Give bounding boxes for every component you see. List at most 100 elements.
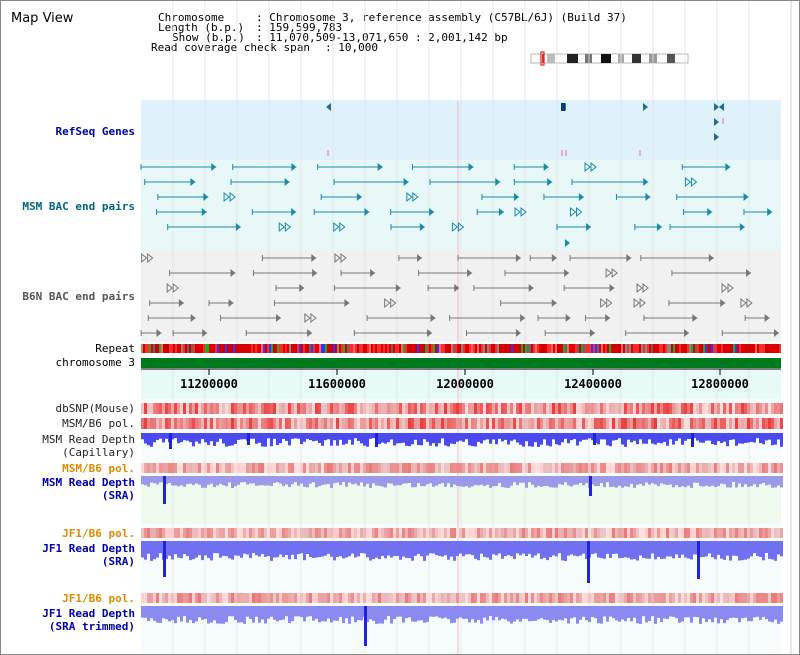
polymorphism-cell: [750, 418, 753, 429]
polymorphism-cell: [540, 463, 543, 473]
read-depth-bar: [453, 476, 456, 485]
repeat-segment: [585, 344, 587, 353]
polymorphism-cell: [483, 593, 486, 603]
read-depth-bar: [540, 476, 543, 487]
jf1-read-depth-sra-label[interactable]: JF1 Read Depth: [42, 542, 135, 555]
polymorphism-cell: [288, 528, 291, 538]
msm-bac-label[interactable]: MSM BAC end pairs: [22, 200, 135, 213]
read-depth-bar: [147, 476, 150, 487]
read-depth-bar: [564, 606, 567, 619]
read-depth-bar: [309, 606, 312, 617]
polymorphism-cell: [378, 463, 381, 473]
repeat-segment: [479, 344, 481, 353]
polymorphism-cell: [669, 463, 672, 473]
repeat-segment: [549, 344, 551, 353]
read-depth-bar: [216, 541, 219, 554]
polymorphism-cell: [381, 418, 384, 429]
polymorphism-cell: [675, 418, 678, 429]
polymorphism-cell: [642, 593, 645, 603]
refseq-genes-label[interactable]: RefSeq Genes: [55, 125, 135, 138]
repeat-segment: [509, 344, 511, 353]
bac-end-mark: [725, 163, 731, 171]
polymorphism-cell: [588, 418, 591, 429]
polymorphism-cell: [660, 403, 663, 414]
polymorphism-cell: [678, 418, 681, 429]
msm-b6-pol-label-1[interactable]: MSM/B6 pol.: [62, 417, 135, 430]
bac-end-mark: [633, 297, 640, 309]
dbsnp-label[interactable]: dbSNP(Mouse): [55, 402, 135, 415]
polymorphism-cell: [597, 418, 600, 429]
read-depth-bar: [423, 433, 426, 440]
polymorphism-cell: [231, 403, 234, 414]
msm-read-depth-sra-sub: (SRA): [101, 489, 135, 502]
polymorphism-cell: [780, 528, 783, 538]
polymorphism-cell: [351, 403, 354, 414]
repeat-segment: [483, 344, 485, 353]
polymorphism-cell: [384, 593, 387, 603]
polymorphism-cell: [528, 418, 531, 429]
read-depth-bar: [693, 476, 696, 483]
read-depth-bar: [705, 476, 708, 486]
refseq-gene-mark: [714, 118, 719, 126]
polymorphism-cell: [600, 528, 603, 538]
read-depth-bar: [492, 606, 495, 621]
repeat-segment: [179, 344, 181, 353]
read-depth-bar: [300, 606, 303, 618]
polymorphism-cell: [531, 418, 534, 429]
read-depth-bar: [585, 476, 588, 484]
repeat-segment: [575, 344, 577, 353]
read-depth-bar: [378, 541, 381, 560]
polymorphism-cell: [522, 528, 525, 538]
polymorphism-cell: [204, 463, 207, 473]
polymorphism-cell: [156, 463, 159, 473]
repeat-segment: [731, 344, 733, 353]
polymorphism-cell: [489, 528, 492, 538]
jf1-b6-pol-label-1[interactable]: JF1/B6 pol.: [62, 527, 135, 540]
read-depth-bar: [621, 433, 624, 445]
polymorphism-cell: [732, 418, 735, 429]
repeat-segment: [561, 344, 563, 353]
read-depth-bar: [579, 606, 582, 620]
read-depth-bar: [588, 433, 591, 439]
polymorphism-cell: [342, 463, 345, 473]
bac-end-mark: [590, 161, 597, 173]
msm-read-depth-cap-label[interactable]: MSM Read Depth: [42, 433, 135, 446]
polymorphism-cell: [351, 528, 354, 538]
polymorphism-cell: [642, 403, 645, 414]
bac-end-mark: [570, 206, 577, 218]
read-depth-bar: [609, 476, 612, 488]
chromosome-ideogram[interactable]: [530, 51, 689, 66]
read-depth-bar: [762, 476, 765, 483]
polymorphism-cell: [486, 418, 489, 429]
polymorphism-cell: [609, 403, 612, 414]
read-depth-bar: [234, 606, 237, 620]
read-depth-bar: [531, 433, 534, 447]
read-depth-bar: [660, 606, 663, 623]
msm-read-depth-sra-label[interactable]: MSM Read Depth: [42, 476, 135, 489]
polymorphism-cell: [627, 528, 630, 538]
b6n-bac-label[interactable]: B6N BAC end pairs: [22, 290, 135, 303]
jf1-b6-pol-label-2[interactable]: JF1/B6 pol.: [62, 592, 135, 605]
read-depth-bar: [420, 433, 423, 446]
read-depth-bar: [726, 541, 729, 556]
jf1-read-depth-trim-label[interactable]: JF1 Read Depth: [42, 607, 135, 620]
polymorphism-cell: [693, 463, 696, 473]
polymorphism-cell: [594, 593, 597, 603]
polymorphism-cell: [372, 463, 375, 473]
bac-end-mark: [284, 178, 290, 186]
read-depth-bar: [432, 433, 435, 444]
read-depth-bar: [393, 476, 396, 486]
polymorphism-cell: [252, 463, 255, 473]
polymorphism-cell: [765, 593, 768, 603]
polymorphism-cell: [213, 593, 216, 603]
msm-b6-pol-label-2[interactable]: MSM/B6 pol.: [62, 462, 135, 475]
read-depth-bar: [378, 433, 381, 445]
read-depth-bar: [264, 541, 267, 557]
repeat-segment: [513, 344, 515, 353]
bac-end-mark: [156, 329, 162, 337]
polymorphism-cell: [165, 403, 168, 414]
bac-end-mark: [291, 163, 297, 171]
repeat-segment: [367, 344, 369, 353]
read-depth-bar: [315, 606, 318, 619]
